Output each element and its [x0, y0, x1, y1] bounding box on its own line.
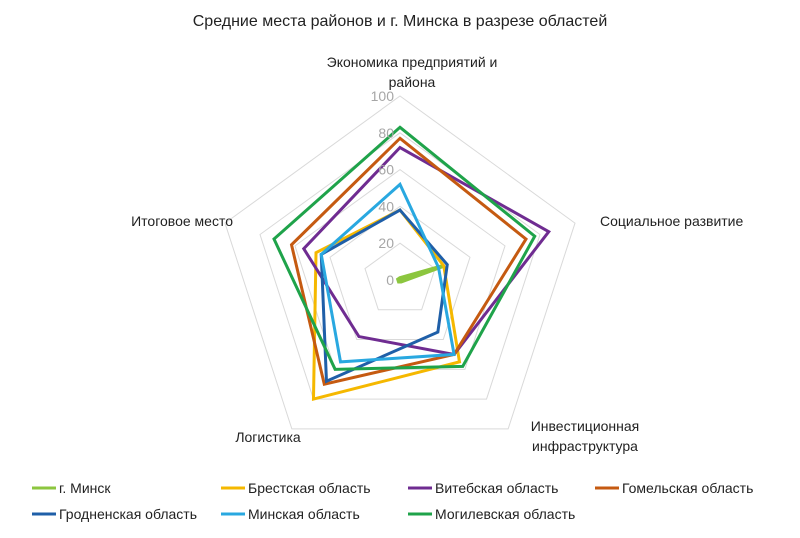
axis-label: инфраструктура	[532, 438, 638, 454]
tick-label: 80	[378, 125, 394, 141]
legend-label: Гродненская область	[59, 506, 197, 522]
axis-label: Социальное развитие	[600, 213, 744, 229]
chart-title: Средние места районов и г. Минска в разр…	[193, 13, 608, 30]
legend-label: Минская область	[248, 506, 360, 522]
tick-label: 20	[378, 235, 394, 251]
grid-ring	[259, 132, 541, 400]
series-line	[272, 125, 537, 371]
legend-label: Могилевская область	[435, 506, 575, 522]
axis-label: Итоговое место	[131, 213, 233, 229]
grid-ring	[294, 168, 506, 370]
tick-label: 40	[378, 198, 394, 214]
axis-label: Экономика предприятий и	[327, 54, 498, 70]
radar-ticks: 0 20 40 60 80 100	[371, 88, 395, 288]
tick-label: 0	[386, 272, 394, 288]
axis-label: Инвестиционная	[531, 418, 640, 434]
radar-grid	[224, 95, 576, 430]
grid-ring	[224, 95, 576, 430]
tick-label: 100	[371, 88, 395, 104]
grid-ring	[329, 205, 471, 341]
grid-ring	[364, 242, 436, 311]
legend-label: Витебская область	[435, 480, 558, 496]
series-line	[319, 208, 449, 384]
legend-label: Брестская область	[248, 480, 371, 496]
radar-series	[272, 125, 551, 402]
legend: г. Минск Брестская область Витебская облас…	[32, 480, 753, 522]
series-line	[395, 263, 445, 284]
series-line	[319, 181, 456, 364]
axis-label: Логистика	[235, 429, 301, 445]
tick-label: 60	[378, 162, 394, 178]
legend-label: г. Минск	[59, 480, 111, 496]
axis-label: района	[389, 74, 436, 90]
radar-axis-labels: Экономика предприятий и района Социальное …	[131, 54, 743, 454]
legend-label: Гомельская область	[622, 480, 753, 496]
